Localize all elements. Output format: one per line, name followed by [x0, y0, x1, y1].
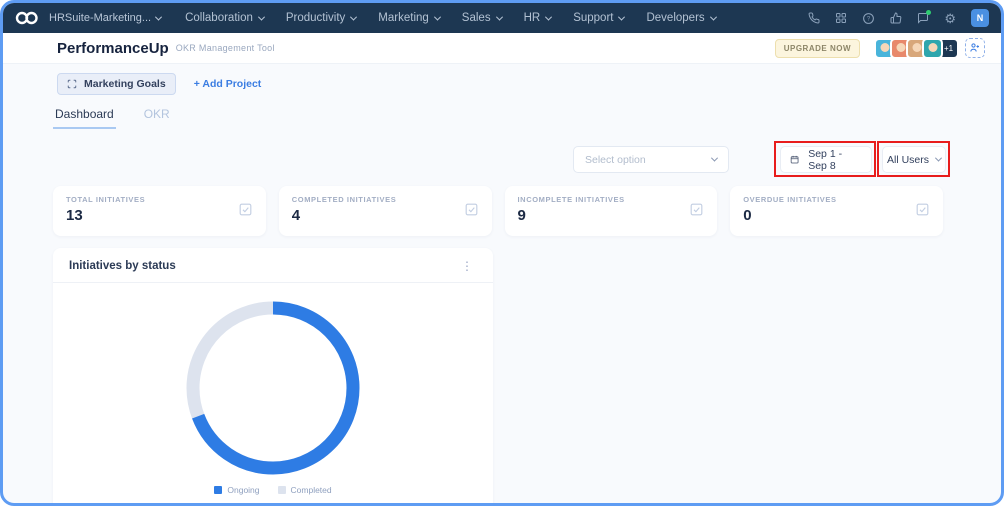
team-avatar[interactable] — [922, 37, 943, 59]
chevron-down-icon — [709, 13, 717, 21]
project-bar: Marketing Goals + Add Project — [57, 73, 1001, 95]
nav-menu-label: Sales — [461, 12, 491, 24]
workspace-label: HRSuite-Marketing... — [49, 12, 152, 24]
notification-dot — [926, 10, 932, 15]
stat-value: 4 — [291, 207, 301, 224]
tab-dashboard[interactable]: Dashboard — [53, 103, 116, 129]
stat-value: 0 — [743, 207, 752, 224]
phone-icon[interactable] — [808, 12, 820, 24]
chevron-down-icon — [350, 13, 358, 21]
checkbox-check-icon — [464, 202, 479, 222]
donut-segment-ongoing — [186, 301, 360, 475]
legend-item-ongoing[interactable]: Ongoing — [214, 485, 260, 495]
logo: HRSuite-Marketing... — [15, 11, 177, 25]
nav-menu-label: Collaboration — [185, 12, 253, 24]
workspace-selector[interactable]: HRSuite-Marketing... — [49, 12, 177, 24]
chevron-down-icon — [257, 13, 265, 21]
legend-label: Completed — [290, 485, 332, 495]
stat-label: OVERDUE INITIATIVES — [743, 195, 837, 204]
nav-menu-label: Marketing — [378, 12, 429, 24]
calendar-icon — [790, 155, 799, 164]
add-project-button[interactable]: + Add Project — [193, 78, 262, 90]
nav-menu-collaboration[interactable]: Collaboration — [185, 12, 265, 24]
chevron-down-icon — [495, 13, 503, 21]
legend-label: Ongoing — [227, 485, 260, 495]
project-chip-marketing-goals[interactable]: Marketing Goals — [57, 73, 176, 95]
project-chip-label: Marketing Goals — [84, 78, 166, 90]
app-header: PerformanceUp OKR Management Tool UPGRAD… — [3, 33, 1001, 64]
checkbox-check-icon — [689, 202, 704, 222]
legend-item-completed[interactable]: Completed — [277, 485, 332, 495]
nav-menu-support[interactable]: Support — [573, 12, 626, 24]
stats-row: TOTAL INITIATIVES 13 COMPLETED INITIATIV… — [53, 186, 943, 236]
stat-card-total-initiatives: TOTAL INITIATIVES 13 — [53, 186, 266, 236]
nav-menu-label: Developers — [646, 12, 705, 24]
stat-card-incomplete-initiatives: INCOMPLETE INITIATIVES 9 — [504, 186, 718, 236]
option-select[interactable]: Select option — [573, 146, 729, 173]
stat-value: 9 — [517, 207, 526, 224]
page-subtitle: OKR Management Tool — [175, 43, 275, 53]
chevron-down-icon — [618, 13, 626, 21]
initiatives-by-status-card: Initiatives by status ⋮ Ongoing Complete… — [53, 248, 493, 503]
legend-swatch-completed — [277, 486, 286, 494]
stat-card-overdue-initiatives: OVERDUE INITIATIVES 0 — [730, 186, 943, 236]
nav-menu-developers[interactable]: Developers — [646, 12, 717, 24]
chart-title: Initiatives by status — [69, 260, 176, 272]
nav-menu-label: Productivity — [285, 12, 346, 24]
navbar-actions: ? ⚙ N — [808, 9, 989, 27]
nav-menu-hr[interactable]: HR — [523, 12, 553, 24]
stat-label: COMPLETED INITIATIVES — [291, 195, 397, 204]
stat-value: 13 — [66, 207, 83, 224]
select-placeholder: Select option — [585, 153, 646, 166]
page-title: PerformanceUp — [57, 39, 169, 57]
tab-bar: Dashboard OKR — [53, 103, 1001, 129]
stat-label: TOTAL INITIATIVES — [66, 195, 146, 204]
chevron-down-icon — [155, 13, 163, 21]
svg-text:?: ? — [867, 16, 871, 22]
invite-member-button[interactable] — [965, 38, 985, 58]
checkbox-check-icon — [238, 202, 253, 222]
filter-row: Select option Sep 1 - Sep 8 All Users — [3, 141, 1001, 177]
person-add-icon — [970, 43, 979, 52]
upgrade-now-button[interactable]: UPGRADE NOW — [774, 38, 860, 58]
apps-grid-icon[interactable] — [835, 12, 847, 24]
nav-menu-label: Support — [573, 12, 614, 24]
date-range-label: Sep 1 - Sep 8 — [808, 147, 843, 172]
chevron-down-icon — [934, 154, 943, 162]
stat-label: INCOMPLETE INITIATIVES — [517, 195, 625, 204]
legend-swatch-ongoing — [214, 486, 223, 494]
kebab-menu-icon[interactable]: ⋮ — [461, 259, 473, 273]
tab-okr[interactable]: OKR — [143, 107, 170, 121]
nav-menu-marketing[interactable]: Marketing — [378, 12, 441, 24]
chat-icon[interactable] — [917, 10, 932, 24]
date-range-picker[interactable]: Sep 1 - Sep 8 — [780, 146, 872, 173]
gear-icon[interactable]: ⚙ — [944, 10, 956, 26]
expand-icon — [67, 79, 77, 89]
nav-menu-productivity[interactable]: Productivity — [285, 12, 358, 24]
team-avatar-group: +1 — [874, 37, 985, 59]
chevron-down-icon — [433, 13, 441, 21]
chevron-down-icon — [710, 154, 719, 162]
header-actions: UPGRADE NOW +1 — [774, 37, 985, 59]
users-filter-dropdown[interactable]: All Users — [882, 146, 946, 173]
initiatives-donut-chart — [186, 301, 360, 475]
infinity-logo-icon — [15, 11, 38, 25]
chart-legend: Ongoing Completed — [53, 485, 493, 495]
chart-card-header: Initiatives by status ⋮ — [53, 248, 493, 283]
top-navbar: HRSuite-Marketing... Collaboration Produ… — [3, 3, 1001, 33]
users-filter-label: All Users — [886, 153, 929, 166]
nav-menu-sales[interactable]: Sales — [461, 12, 503, 24]
checkbox-check-icon — [915, 202, 930, 222]
stat-card-completed-initiatives: COMPLETED INITIATIVES 4 — [278, 186, 492, 236]
thumbs-up-icon[interactable] — [890, 12, 902, 24]
nav-menu: Collaboration Productivity Marketing Sal… — [185, 12, 717, 24]
user-avatar[interactable]: N — [971, 9, 989, 27]
help-icon[interactable]: ? — [862, 12, 875, 25]
nav-menu-label: HR — [523, 12, 541, 24]
chevron-down-icon — [545, 13, 553, 21]
